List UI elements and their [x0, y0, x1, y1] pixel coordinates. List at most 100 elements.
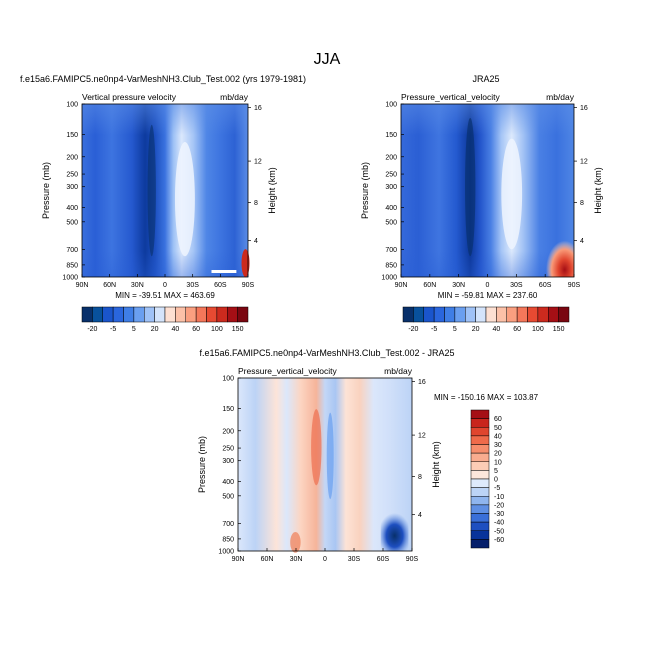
- colorbar-label: -5: [494, 485, 500, 492]
- x-tick-label: 30N: [452, 282, 465, 289]
- field-ascent-core: [501, 138, 523, 250]
- field-hot-spot: [241, 249, 250, 278]
- colorbar-label: -60: [494, 537, 504, 544]
- colorbar-label: 50: [494, 425, 502, 432]
- colorbar-swatch: [470, 513, 490, 523]
- colorbar-label: 30: [494, 442, 502, 449]
- colorbar-swatch: [470, 461, 490, 471]
- height-tick-label: 16: [580, 105, 588, 112]
- y-tick-label: 850: [222, 536, 234, 543]
- min-max-stats: MIN = -150.16 MAX = 103.87: [434, 393, 539, 402]
- colorbar-swatch: [496, 306, 507, 323]
- colorbar-swatch: [154, 306, 166, 323]
- field-positive-core: [311, 409, 322, 486]
- y-tick-label: 100: [222, 376, 234, 383]
- colorbar-swatch: [164, 306, 176, 323]
- colorbar-label: -20: [87, 326, 97, 333]
- y-tick-label: 700: [66, 247, 78, 254]
- colorbar-swatch: [470, 478, 490, 488]
- colorbar-swatch: [470, 470, 490, 480]
- colorbar-swatch: [102, 306, 114, 323]
- colorbar-label: 60: [513, 326, 521, 333]
- y-tick-label: 250: [222, 446, 234, 453]
- colorbar-label: 100: [532, 326, 544, 333]
- height-tick-label: 4: [418, 512, 422, 519]
- colorbar-swatch: [413, 306, 424, 323]
- panel-subtitle-right: mb/day: [384, 366, 413, 376]
- colorbar-label: -30: [494, 511, 504, 518]
- colorbar-label: 150: [553, 326, 565, 333]
- x-tick-label: 60N: [261, 556, 274, 563]
- min-max-stats: MIN = -39.51 MAX = 463.69: [115, 291, 215, 300]
- y-tick-label: 500: [66, 219, 78, 226]
- colorbar-swatch: [470, 409, 490, 419]
- colorbar-swatch: [195, 306, 207, 323]
- colorbar-swatch: [470, 539, 490, 549]
- x-tick-label: 0: [323, 556, 327, 563]
- colorbar-swatch: [423, 306, 435, 323]
- x-tick-label: 90N: [395, 282, 408, 289]
- colorbar-label: -20: [494, 502, 504, 509]
- height-tick-label: 16: [254, 105, 262, 112]
- colorbar-label: 10: [494, 459, 502, 466]
- colorbar-label: 60: [192, 326, 200, 333]
- colorbar-swatch: [81, 306, 93, 323]
- height-tick-label: 8: [418, 474, 422, 481]
- field-ascent-core: [174, 142, 195, 257]
- colorbar-label: 60: [494, 416, 502, 423]
- colorbar-swatch: [470, 427, 490, 437]
- y-tick-label: 150: [385, 132, 397, 139]
- x-tick-label: 90N: [232, 556, 245, 563]
- colorbar-label: 40: [171, 326, 179, 333]
- y2-axis-title: Height (km): [267, 167, 277, 214]
- x-tick-label: 30N: [290, 556, 303, 563]
- colorbar-swatch: [485, 306, 497, 323]
- main-title: JJA: [314, 51, 341, 68]
- x-tick-label: 30N: [131, 282, 144, 289]
- colorbar-label: 20: [494, 451, 502, 458]
- colorbar-swatch: [216, 306, 228, 323]
- panel-subtitle-right: mb/day: [546, 92, 575, 102]
- y-tick-label: 1000: [62, 275, 78, 282]
- height-tick-label: 16: [418, 379, 426, 386]
- colorbar-swatch: [444, 306, 456, 323]
- y-tick-label: 300: [66, 184, 78, 191]
- colorbar-swatch: [402, 306, 414, 323]
- colorbar-swatch: [516, 306, 528, 323]
- colorbar-swatch: [433, 306, 445, 323]
- y-tick-label: 250: [385, 172, 397, 179]
- panel-3: f.e15a6.FAMIPC5.ne0np4-VarMeshNH3.Club_T…: [197, 348, 539, 563]
- colorbar-swatch: [175, 306, 186, 323]
- y-tick-label: 100: [385, 102, 397, 109]
- colorbar-swatch: [133, 306, 145, 323]
- colorbar-label: 150: [232, 326, 244, 333]
- colorbar-swatch: [144, 306, 155, 323]
- colorbar-swatch: [92, 306, 103, 323]
- field-descent-core: [465, 117, 476, 257]
- field-cold-region: [380, 512, 409, 551]
- y-tick-label: 500: [385, 219, 397, 226]
- colorbar-swatch: [470, 496, 490, 506]
- colorbar-label: 5: [453, 326, 457, 333]
- colorbar-label: -5: [431, 326, 437, 333]
- x-tick-label: 90S: [406, 556, 419, 563]
- height-tick-label: 12: [580, 159, 588, 166]
- x-tick-label: 30S: [510, 282, 523, 289]
- x-tick-label: 60S: [214, 282, 227, 289]
- y-axis-title: Pressure (mb): [360, 162, 370, 219]
- field-surface-positive: [290, 531, 301, 553]
- y-tick-label: 400: [385, 205, 397, 212]
- panel-2: JRA25 Pressure_vertical_velocity mb/day 100…: [360, 74, 603, 300]
- panel-title: f.e15a6.FAMIPC5.ne0np4-VarMeshNH3.Club_T…: [200, 348, 455, 358]
- colorbar-label: 5: [494, 468, 498, 475]
- y-tick-label: 300: [385, 184, 397, 191]
- x-tick-label: 90N: [76, 282, 89, 289]
- height-tick-label: 12: [418, 433, 426, 440]
- colorbar-model: -20 -5 5 20 40 60 100 150: [81, 306, 249, 333]
- colorbar-swatch: [548, 306, 559, 323]
- panel-title: f.e15a6.FAMIPC5.ne0np4-VarMeshNH3.Club_T…: [20, 74, 306, 84]
- height-tick-label: 8: [254, 200, 258, 207]
- field-descent-core: [147, 124, 156, 257]
